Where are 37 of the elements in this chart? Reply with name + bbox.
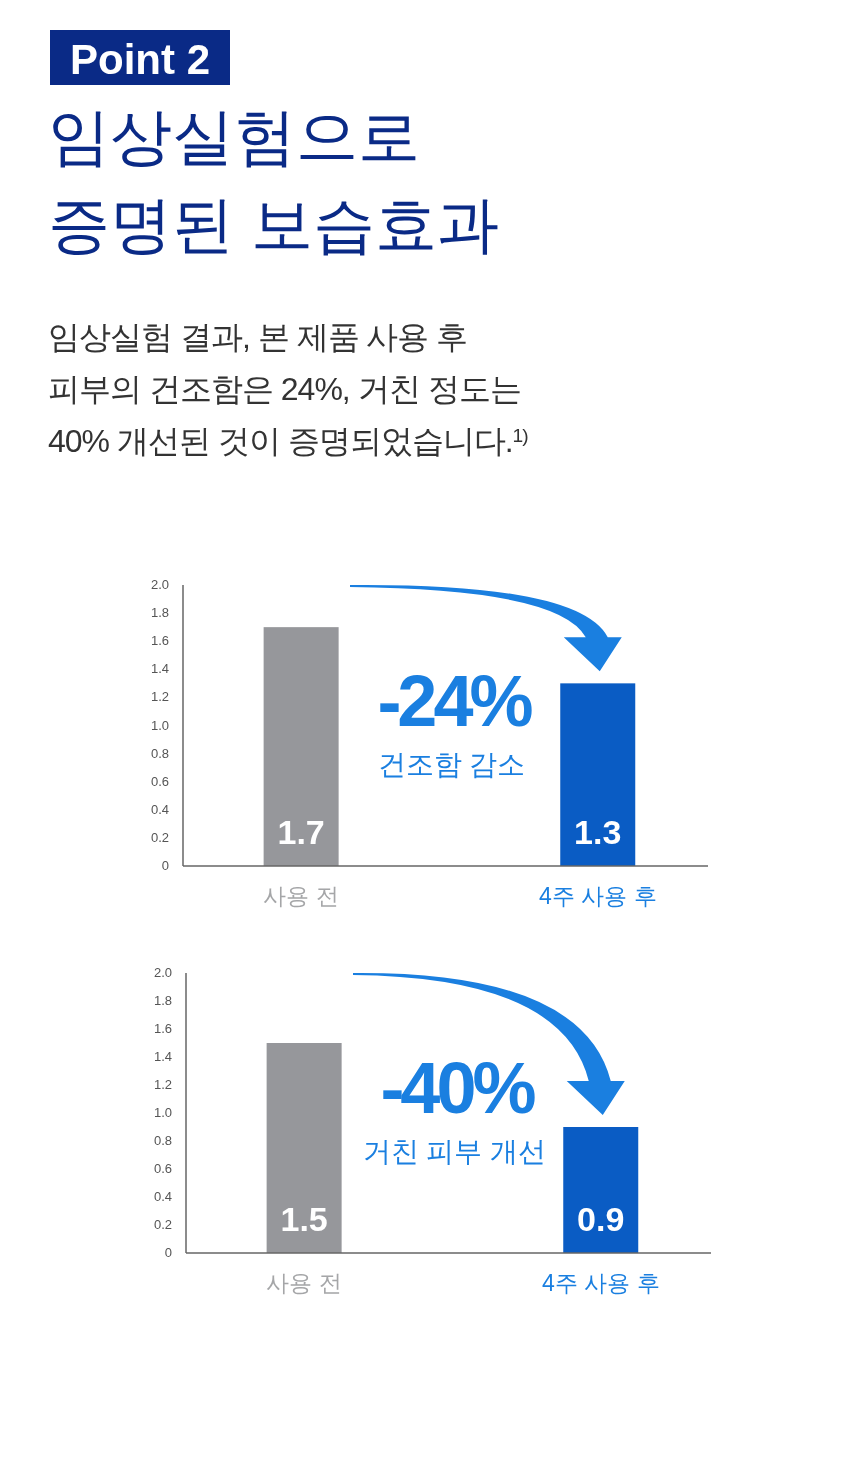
y-tick-label: 1.2	[153, 1077, 172, 1092]
y-tick-label: 1.4	[150, 661, 169, 677]
y-tick-label: 0.6	[153, 1161, 172, 1176]
data-label: 1.5	[280, 1200, 328, 1238]
y-tick-label: 0.4	[150, 801, 169, 817]
y-tick-label: 1.8	[150, 605, 169, 621]
data-label: 1.7	[277, 813, 325, 851]
y-tick-label: 0.8	[150, 745, 169, 761]
y-tick-label: 0.2	[150, 829, 169, 845]
x-tick-label: 4주 사용 후	[541, 1270, 660, 1296]
annotation: 거친 피부 개선	[362, 1136, 547, 1167]
y-tick-label: 1.4	[153, 1049, 172, 1064]
y-tick-label: 0.8	[153, 1133, 172, 1148]
chart-subtitle: 임상실험으로 증명된 보습효과	[48, 102, 500, 259]
data-label: 1.3	[574, 813, 622, 851]
y-tick-label: 1.0	[153, 1105, 172, 1120]
y-tick-label: 0.2	[153, 1217, 172, 1232]
y-tick-label: 0.6	[150, 773, 169, 789]
y-tick-label: 1.6	[153, 1021, 172, 1036]
y-tick-label: 1.0	[150, 717, 169, 733]
y-tick-label: 1.8	[153, 993, 172, 1008]
text: 임상실험 결과, 본 제품 사용 후 피부의 건조함은 24%, 거친 정도는 40% 개선된 것이 증명되었습니다.$^{1)}$	[48, 319, 529, 459]
data-label: 0.9	[577, 1200, 625, 1238]
annotation: -40%	[380, 1048, 536, 1128]
y-tick-label: 1.6	[150, 633, 169, 649]
y-tick-label: 0	[164, 1245, 172, 1260]
x-tick-label: 사용 전	[263, 883, 339, 909]
y-tick-label: 0	[161, 858, 169, 873]
y-tick-label: 2.0	[153, 965, 172, 980]
annotation: 건조함 감소	[377, 748, 526, 780]
chart-title: Point 2	[69, 36, 211, 83]
annotation: -24%	[377, 660, 533, 741]
y-tick-label: 0.4	[153, 1189, 172, 1204]
x-tick-label: 4주 사용 후	[538, 883, 657, 909]
y-tick-label: 2.0	[150, 577, 169, 592]
y-tick-label: 1.2	[150, 689, 169, 705]
x-tick-label: 사용 전	[266, 1270, 342, 1296]
